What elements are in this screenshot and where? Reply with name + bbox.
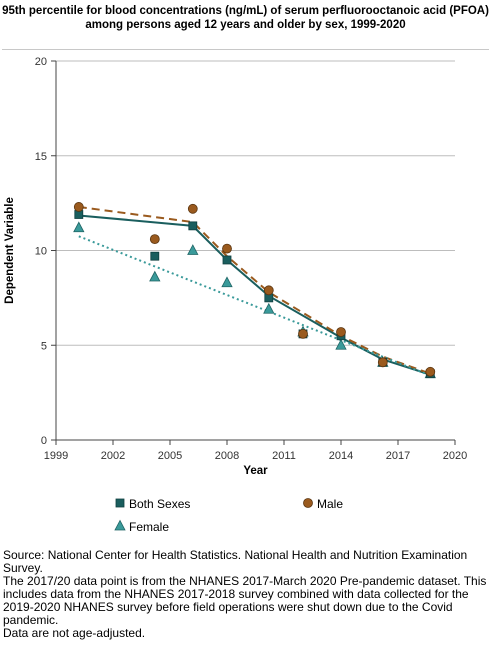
- data-point-female: [187, 244, 199, 255]
- data-point-male: [263, 285, 274, 296]
- data-point-female: [335, 338, 347, 350]
- y-tick-label: 5: [41, 340, 47, 352]
- trend-line-both-sexes: [78, 214, 431, 376]
- y-tick-label: 0: [41, 435, 47, 447]
- legend-label-both-sexes: Both Sexes: [129, 497, 190, 511]
- data-point-male: [298, 328, 308, 339]
- data-point-male: [336, 327, 346, 337]
- data-markers: [73, 202, 436, 379]
- y-tick-label: 15: [35, 151, 47, 163]
- gridlines: [56, 60, 455, 346]
- y-axis-title: Dependent Variable: [4, 197, 16, 304]
- axis-labels: 0 5 10 15 20 1999 2002 2005 2008 2011 2014 2017 2020…: [4, 56, 467, 477]
- chart-plot: 0 5 10 15 20 1999 2002 2005 2008 2011 2014 2017 2020…: [4, 56, 467, 534]
- legend-marker-female: [114, 519, 126, 531]
- chart-title: 95th percentile for blood concentrations…: [2, 5, 489, 31]
- data-point-male: [222, 243, 232, 254]
- x-axis-title: Year: [243, 465, 268, 477]
- legend-label-male: Male: [317, 497, 343, 511]
- legend-label-female: Female: [129, 520, 169, 534]
- legend: Both Sexes Male Female: [114, 497, 343, 534]
- title-divider: [2, 49, 489, 50]
- x-tick-label: 2005: [158, 450, 182, 462]
- data-point-female: [263, 302, 275, 314]
- y-tick-label: 20: [35, 56, 47, 68]
- x-tick-label: 2017: [386, 450, 410, 462]
- x-tick-label: 2008: [215, 450, 239, 462]
- axes: [51, 60, 456, 445]
- data-point-both-sexes: [150, 251, 160, 261]
- data-point-male: [73, 202, 84, 212]
- source-line-3: Data are not age-adjusted.: [3, 626, 146, 640]
- x-tick-label: 2011: [272, 450, 296, 462]
- x-tick-label: 2014: [329, 450, 353, 462]
- data-point-male: [377, 357, 388, 368]
- source-line-1: Source: National Center for Health Stati…: [3, 548, 468, 575]
- source-notes: Source: National Center for Health Stati…: [3, 549, 489, 640]
- data-point-female: [73, 221, 85, 233]
- x-tick-label: 2002: [101, 450, 125, 462]
- x-tick-label: 1999: [44, 450, 68, 462]
- data-point-male: [187, 203, 198, 214]
- y-tick-label: 10: [35, 246, 47, 258]
- legend-marker-male: [303, 498, 313, 508]
- trend-line-female: [78, 235, 431, 377]
- x-tick-label: 2020: [443, 450, 467, 462]
- data-point-male: [425, 366, 436, 377]
- source-line-2: The 2017/20 data point is from the NHANE…: [3, 574, 487, 627]
- data-point-male: [149, 234, 160, 245]
- legend-marker-both-sexes: [115, 498, 125, 508]
- trend-lines: [78, 205, 431, 377]
- data-point-both-sexes: [222, 255, 232, 265]
- trend-line-male: [78, 205, 431, 375]
- data-point-female: [149, 270, 161, 282]
- data-point-both-sexes: [188, 221, 198, 231]
- data-point-female: [221, 276, 233, 288]
